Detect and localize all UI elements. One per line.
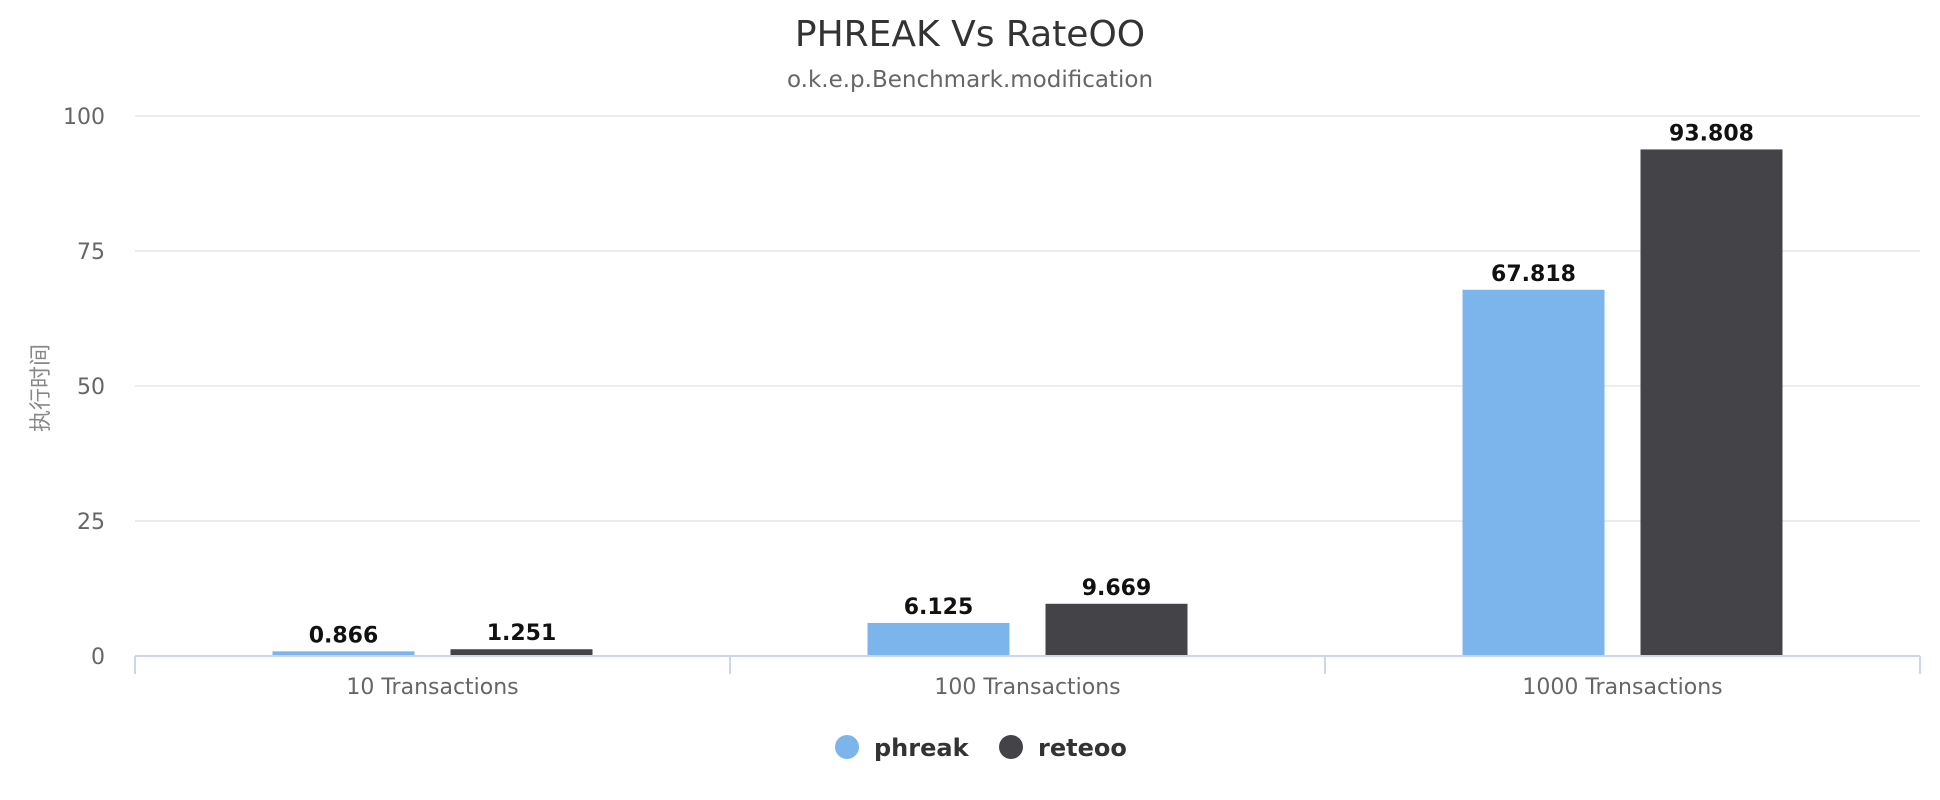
data-label-reteoo-0: 1.251 xyxy=(487,621,557,646)
bar-reteoo-1[interactable] xyxy=(1045,603,1188,656)
x-tick-label: 100 Transactions xyxy=(934,675,1120,700)
gridlines xyxy=(135,115,1920,522)
legend-label-reteoo: reteoo xyxy=(1038,734,1127,762)
y-tick-label: 25 xyxy=(77,510,105,535)
y-tick-label: 50 xyxy=(77,375,105,400)
chart-subtitle: o.k.e.p.Benchmark.modification xyxy=(787,67,1153,93)
data-label-phreak-2: 67.818 xyxy=(1491,262,1576,287)
y-tick-label: 75 xyxy=(77,240,105,265)
y-tick-label: 0 xyxy=(91,645,105,670)
y-axis-title: 执行时间 xyxy=(29,344,54,432)
data-label-phreak-0: 0.866 xyxy=(309,623,379,648)
y-axis-ticks: 0 25 50 75 100 xyxy=(63,105,105,670)
bar-reteoo-0[interactable] xyxy=(450,649,593,656)
data-label-reteoo-2: 93.808 xyxy=(1669,121,1754,146)
data-label-phreak-1: 6.125 xyxy=(904,595,974,620)
legend-item-phreak[interactable]: phreak xyxy=(835,734,970,762)
chart-title: PHREAK Vs RateOO xyxy=(795,14,1145,55)
data-labels: 0.866 1.251 6.125 9.669 67.818 93.808 xyxy=(309,121,1754,648)
legend-swatch-phreak xyxy=(835,735,859,759)
legend-swatch-reteoo xyxy=(999,735,1023,759)
legend: phreak reteoo xyxy=(835,734,1127,762)
legend-label-phreak: phreak xyxy=(874,734,970,762)
x-tick-label: 1000 Transactions xyxy=(1522,675,1722,700)
bars xyxy=(272,149,1783,656)
bar-phreak-2[interactable] xyxy=(1462,289,1605,656)
bar-reteoo-2[interactable] xyxy=(1640,149,1783,656)
y-tick-label: 100 xyxy=(63,105,105,130)
x-axis: 10 Transactions 100 Transactions 1000 Tran… xyxy=(134,655,1921,700)
legend-item-reteoo[interactable]: reteoo xyxy=(999,734,1127,762)
data-label-reteoo-1: 9.669 xyxy=(1082,576,1152,601)
x-tick-label: 10 Transactions xyxy=(346,675,518,700)
bar-phreak-1[interactable] xyxy=(867,622,1010,656)
bar-phreak-0[interactable] xyxy=(272,651,415,656)
